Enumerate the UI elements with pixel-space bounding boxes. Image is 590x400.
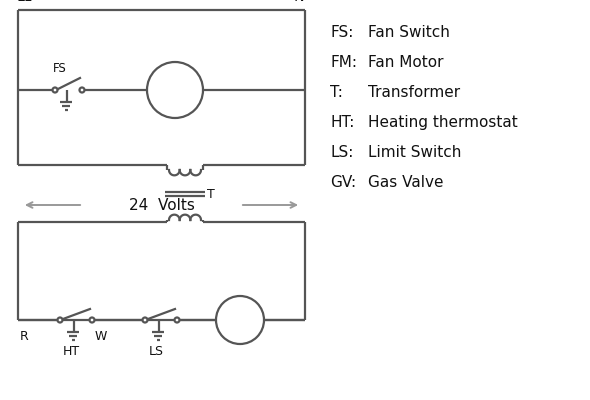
Text: R: R [20,330,29,343]
Text: FS: FS [53,62,67,75]
Circle shape [57,318,63,322]
Circle shape [175,318,179,322]
Circle shape [147,62,203,118]
Text: Limit Switch: Limit Switch [368,145,461,160]
Text: GV: GV [230,314,250,326]
Text: Heating thermostat: Heating thermostat [368,115,518,130]
Text: LS:: LS: [330,145,353,160]
Text: Gas Valve: Gas Valve [368,175,444,190]
Circle shape [90,318,94,322]
Text: N: N [294,0,305,4]
Text: Fan Motor: Fan Motor [368,55,444,70]
Text: HT:: HT: [330,115,355,130]
Text: T: T [207,188,215,200]
Text: FM: FM [166,84,185,96]
Text: Transformer: Transformer [368,85,460,100]
Text: Fan Switch: Fan Switch [368,25,450,40]
Text: HT: HT [63,345,80,358]
Text: FS:: FS: [330,25,353,40]
Circle shape [53,88,57,92]
Text: T:: T: [330,85,343,100]
Circle shape [80,88,84,92]
Circle shape [216,296,264,344]
Text: LS: LS [149,345,163,358]
Text: GV:: GV: [330,175,356,190]
Text: W: W [95,330,107,343]
Text: 24  Volts: 24 Volts [129,198,195,212]
Circle shape [143,318,148,322]
Text: L1: L1 [18,0,35,4]
Text: FM:: FM: [330,55,357,70]
